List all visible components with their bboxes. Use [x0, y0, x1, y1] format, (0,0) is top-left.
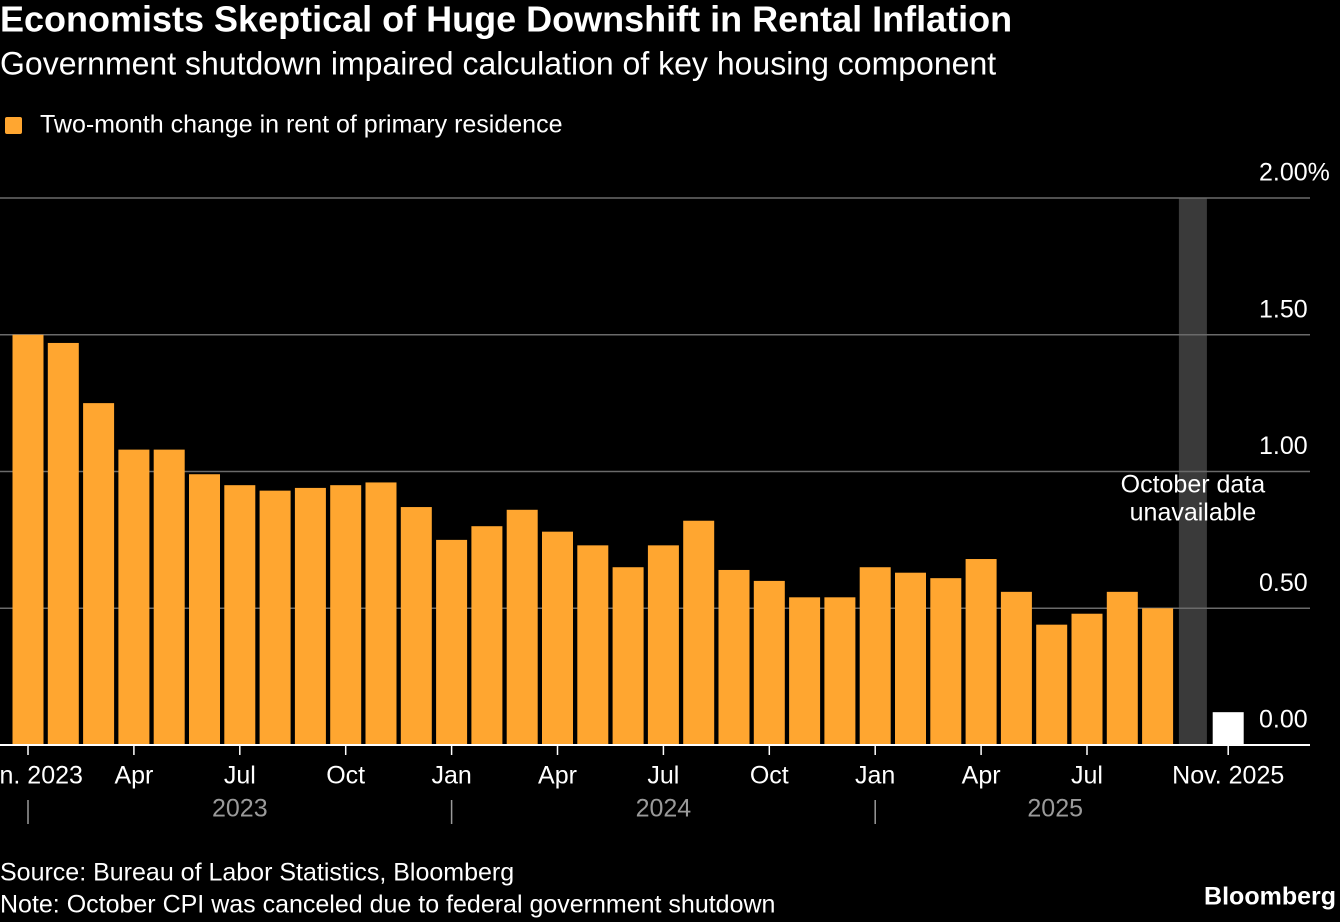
- bar: [12, 334, 44, 745]
- bar: [153, 449, 185, 745]
- source: Source: Bureau of Labor Statistics, Bloo…: [0, 859, 514, 887]
- bar: [824, 597, 856, 745]
- x-tick-label: Oct: [750, 762, 789, 790]
- bar: [895, 572, 926, 745]
- annotation: October data: [1121, 471, 1266, 499]
- x-tick-label: Jul: [647, 762, 679, 790]
- bar: [189, 474, 220, 745]
- bar: [1036, 624, 1068, 745]
- bar: [930, 578, 962, 745]
- x-tick-label: Jan: [855, 762, 895, 790]
- bar: [753, 580, 785, 745]
- bar: [577, 545, 609, 745]
- bar: [224, 485, 256, 745]
- chart-title: Economists Skeptical of Huge Downshift i…: [0, 0, 1012, 40]
- bar: [294, 487, 326, 745]
- bar: [1000, 591, 1032, 745]
- bar: [471, 526, 503, 745]
- annotation: unavailable: [1130, 499, 1257, 527]
- bar: [83, 403, 115, 745]
- y-tick-label: 0.50: [1259, 569, 1308, 597]
- chart-subtitle: Government shutdown impaired calculation…: [0, 45, 996, 81]
- legend-swatch: [5, 117, 22, 134]
- bar: [506, 509, 538, 745]
- bar: [400, 507, 432, 745]
- bar: [118, 449, 150, 745]
- year-label: 2024: [636, 795, 692, 823]
- x-tick-label: Oct: [326, 762, 365, 790]
- bar: [47, 342, 79, 745]
- legend-label: Two-month change in rent of primary resi…: [40, 111, 562, 139]
- bar: [965, 559, 997, 745]
- x-tick-label: Nov. 2025: [1172, 762, 1284, 790]
- bar: [1212, 712, 1244, 745]
- bar: [259, 490, 291, 745]
- bar: [1142, 608, 1174, 745]
- note: Note: October CPI was canceled due to fe…: [0, 891, 775, 919]
- x-tick-label: Apr: [538, 762, 577, 790]
- y-tick-label: 1.50: [1259, 295, 1308, 323]
- x-tick-label: Jan: [431, 762, 471, 790]
- x-tick-label: Jul: [224, 762, 256, 790]
- bar: [330, 485, 362, 745]
- bar: [718, 569, 750, 745]
- y-tick-label: 2.00%: [1259, 159, 1330, 187]
- bar: [365, 482, 397, 745]
- x-tick-label: Apr: [962, 762, 1001, 790]
- brand: Bloomberg: [1204, 883, 1336, 911]
- y-tick-label: 0.00: [1259, 706, 1308, 734]
- bar: [1071, 613, 1103, 745]
- bar: [1106, 591, 1138, 745]
- x-tick-label: Apr: [114, 762, 153, 790]
- bar: [436, 539, 468, 745]
- y-tick-label: 1.00: [1259, 432, 1308, 460]
- bar: [789, 597, 821, 745]
- x-tick-label: Jul: [1071, 762, 1103, 790]
- bar: [683, 520, 715, 745]
- year-label: 2023: [212, 795, 268, 823]
- year-label: 2025: [1027, 795, 1083, 823]
- bar: [542, 531, 573, 745]
- bar: [647, 545, 679, 745]
- bar: [859, 567, 891, 745]
- bar: [612, 567, 644, 745]
- x-tick-label: Jan. 2023: [0, 762, 83, 790]
